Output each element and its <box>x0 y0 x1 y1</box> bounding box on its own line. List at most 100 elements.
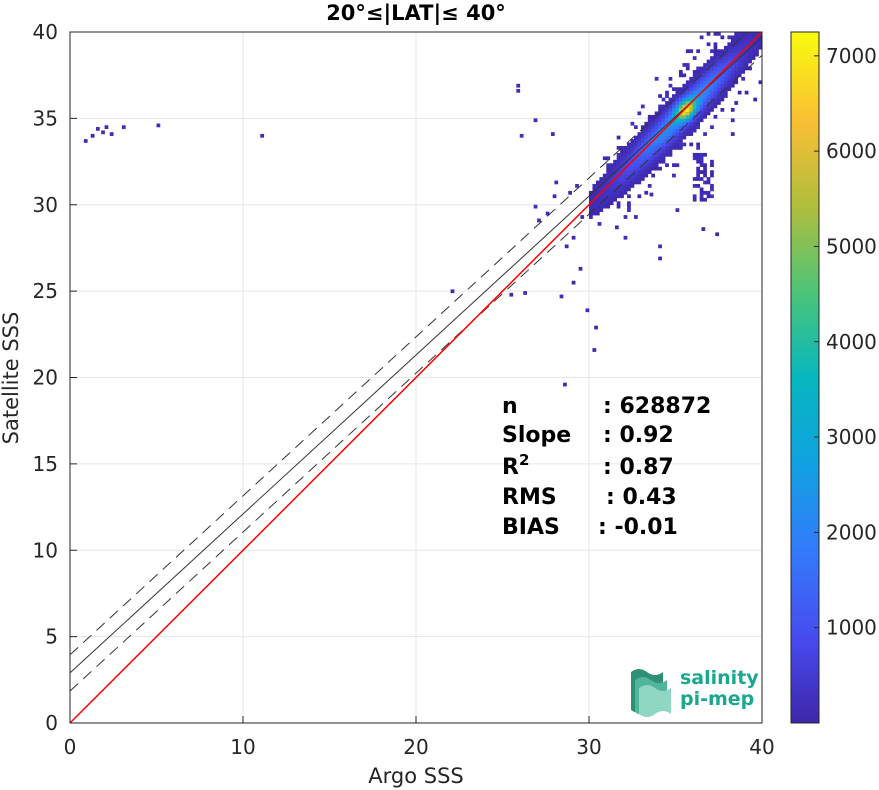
heatmap-cell <box>713 73 718 78</box>
heatmap-cell <box>696 142 701 147</box>
heatmap-cell <box>730 66 735 71</box>
heatmap-cell <box>675 111 680 116</box>
heatmap-cell <box>717 70 721 74</box>
heatmap-cell <box>703 132 707 136</box>
heatmap-cell <box>633 125 638 130</box>
heatmap-cell <box>713 49 718 54</box>
heatmap-cell <box>665 163 669 168</box>
heatmap-cell <box>717 32 721 36</box>
heatmap-cell <box>668 149 673 154</box>
heatmap-cell <box>734 42 739 47</box>
heatmap-cell <box>640 135 645 140</box>
heatmap-cell <box>623 149 628 154</box>
heatmap-cell <box>699 156 704 161</box>
heatmap-cell <box>678 90 683 95</box>
heatmap-cell <box>730 73 735 78</box>
heatmap-cell <box>665 108 669 112</box>
heatmap-cell <box>706 94 711 98</box>
heatmap-cell <box>627 187 631 192</box>
heatmap-cell <box>661 159 666 164</box>
heatmap-cell <box>685 63 690 67</box>
heatmap-cell <box>672 125 676 130</box>
y-tick-label: 5 <box>45 625 58 649</box>
heatmap-cell <box>613 163 617 168</box>
heatmap-cell <box>706 190 711 195</box>
y-tick-label: 30 <box>33 193 58 217</box>
heatmap-cell <box>661 108 666 112</box>
heatmap-cell <box>640 159 645 164</box>
heatmap-cell <box>710 66 714 71</box>
heatmap-cell <box>713 90 718 95</box>
heatmap-cell <box>620 146 624 150</box>
heatmap-cell <box>751 49 756 54</box>
heatmap-cell <box>654 121 659 126</box>
heatmap-cell <box>637 180 642 185</box>
heatmap-cell <box>665 118 669 123</box>
heatmap-cell <box>706 32 711 36</box>
heatmap-cell <box>633 166 638 171</box>
heatmap-cell <box>651 163 656 168</box>
heatmap-cell <box>627 152 631 157</box>
heatmap-cell <box>717 49 721 54</box>
heatmap-cell <box>755 45 759 50</box>
heatmap-cell <box>678 97 683 102</box>
heatmap-cell <box>741 35 745 40</box>
heatmap-cell <box>703 83 707 88</box>
heatmap-cell <box>644 173 649 178</box>
heatmap-cell <box>703 173 707 178</box>
heatmap-cell <box>713 70 718 74</box>
heatmap-cell <box>658 94 662 98</box>
heatmap-cell <box>606 201 611 206</box>
heatmap-cell <box>703 63 707 67</box>
heatmap-cell <box>706 108 711 112</box>
heatmap-cell <box>753 97 758 102</box>
heatmap-cell <box>627 156 631 161</box>
heatmap-cell <box>678 104 683 109</box>
heatmap-cell <box>682 142 687 147</box>
heatmap-cell <box>661 97 666 102</box>
heatmap-cell <box>599 204 604 209</box>
heatmap-cell <box>689 121 694 126</box>
heatmap-cell <box>637 149 642 154</box>
heatmap-cell <box>606 194 611 199</box>
heatmap-cell <box>637 194 642 199</box>
heatmap-cell <box>647 184 652 188</box>
heatmap-cell <box>592 190 597 195</box>
heatmap-cell <box>599 184 604 188</box>
heatmap-cell <box>723 73 728 78</box>
heatmap-cell <box>672 108 676 112</box>
heatmap-cell <box>689 128 694 133</box>
heatmap-cell <box>633 142 638 147</box>
heatmap-cell <box>627 201 631 206</box>
heatmap-cell <box>602 156 607 161</box>
heatmap-cell <box>644 190 649 195</box>
heatmap-cell <box>744 35 749 40</box>
heatmap-cell <box>699 163 704 168</box>
heatmap-cell <box>703 180 707 185</box>
heatmap-cell <box>658 152 662 157</box>
heatmap-cell <box>661 156 666 161</box>
heatmap-cell <box>678 87 683 92</box>
salinity-pi-mep-logo: salinity pi-mep <box>631 667 759 717</box>
heatmap-cell <box>623 215 628 219</box>
heatmap-cell <box>689 125 694 130</box>
heatmap-cell <box>723 94 728 98</box>
heatmap-cell <box>741 66 745 71</box>
heatmap-cell <box>627 194 631 199</box>
heatmap-cell <box>710 90 714 95</box>
heatmap-cell <box>710 108 714 112</box>
heatmap-cell <box>678 139 683 143</box>
heatmap-cell <box>623 190 628 195</box>
heatmap-cell <box>696 177 701 181</box>
colorbar-tick-label: 2000 <box>826 520 877 544</box>
heatmap-cell <box>620 194 624 199</box>
heatmap-cell <box>620 159 624 164</box>
heatmap-cell <box>658 139 662 143</box>
heatmap-cell <box>696 66 701 71</box>
heatmap-cell <box>699 66 704 71</box>
heatmap-cell <box>616 201 621 206</box>
heatmap-cell <box>658 156 662 161</box>
heatmap-cell <box>592 187 597 192</box>
heatmap-cell <box>689 104 694 109</box>
heatmap-cell <box>692 104 697 109</box>
